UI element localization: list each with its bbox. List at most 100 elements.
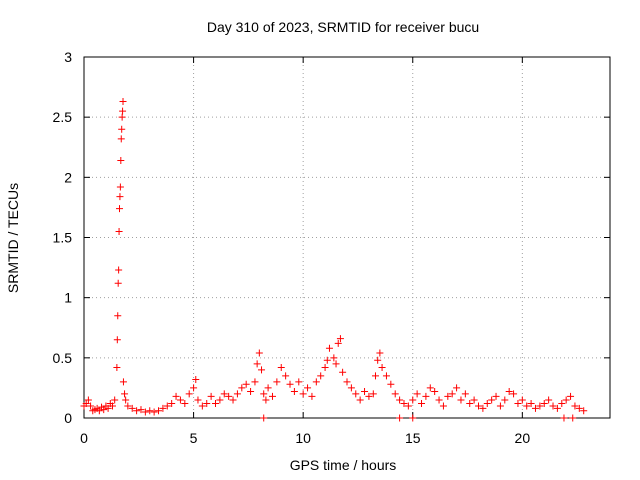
data-point (133, 407, 141, 415)
data-point (514, 400, 522, 408)
data-point (496, 402, 504, 410)
data-point (435, 396, 443, 404)
data-point (382, 372, 390, 380)
data-point (95, 407, 103, 415)
series-srmtid (80, 98, 588, 422)
data-point (431, 388, 439, 396)
data-point (418, 400, 426, 408)
data-point (560, 414, 568, 422)
data-point (470, 396, 478, 404)
data-point (146, 407, 154, 415)
data-point (84, 396, 92, 404)
data-point (247, 388, 255, 396)
data-point (128, 404, 136, 412)
data-point (457, 396, 465, 404)
data-point (404, 402, 412, 410)
data-point (409, 396, 417, 404)
x-tick-label: 0 (80, 430, 88, 446)
data-point (282, 372, 290, 380)
data-point (558, 400, 566, 408)
data-point (527, 400, 535, 408)
data-point (113, 363, 121, 371)
data-point (194, 396, 202, 404)
data-point (505, 388, 513, 396)
data-point (116, 183, 124, 191)
data-point (87, 402, 95, 410)
data-point (444, 392, 452, 400)
data-point (229, 396, 237, 404)
data-point (396, 396, 404, 404)
data-point (347, 384, 355, 392)
data-point (400, 400, 408, 408)
data-point (212, 400, 219, 408)
x-tick-label: 5 (190, 430, 198, 446)
data-point (268, 392, 276, 400)
data-point (492, 392, 500, 400)
data-point (475, 402, 482, 410)
data-point (150, 408, 158, 416)
data-point (260, 414, 268, 422)
data-point (238, 384, 246, 392)
data-point (121, 390, 129, 398)
data-point (225, 392, 233, 400)
data-point (104, 404, 112, 412)
data-point (330, 354, 338, 362)
data-point (518, 396, 526, 404)
x-tick-label: 15 (405, 430, 421, 446)
data-point (198, 402, 206, 410)
data-point (273, 378, 281, 386)
data-point (387, 380, 395, 388)
data-point (159, 404, 167, 412)
data-point (113, 336, 121, 344)
data-point (290, 388, 298, 396)
data-point (571, 402, 579, 410)
data-point (286, 380, 294, 388)
data-point (155, 407, 163, 415)
data-point (251, 378, 259, 386)
data-point (378, 363, 386, 371)
data-point (118, 113, 126, 121)
data-point (137, 406, 145, 414)
grid-layer (84, 57, 610, 418)
y-tick-label: 3 (64, 49, 72, 65)
data-point (192, 375, 200, 383)
data-point (122, 396, 130, 404)
data-point (466, 400, 474, 408)
x-axis-label: GPS time / hours (290, 457, 397, 473)
data-point (448, 390, 456, 398)
data-point (356, 396, 364, 404)
data-point (114, 279, 122, 287)
data-point (111, 396, 119, 404)
data-point (181, 400, 189, 408)
data-point (82, 400, 90, 408)
data-point (510, 390, 518, 398)
data-point (343, 378, 351, 386)
data-point (371, 372, 379, 380)
data-point (115, 227, 123, 235)
data-point (461, 390, 469, 398)
y-tick-label: 0 (64, 410, 72, 426)
data-point (304, 384, 312, 392)
data-point (119, 107, 127, 115)
data-point (172, 392, 180, 400)
data-point (336, 335, 344, 343)
data-point (100, 406, 108, 414)
data-point (361, 388, 369, 396)
data-point (321, 363, 329, 371)
data-point (258, 366, 266, 374)
data-point (479, 404, 487, 412)
data-point (523, 402, 531, 410)
y-tick-label: 1.5 (53, 230, 73, 246)
data-point (233, 390, 241, 398)
data-point (114, 312, 122, 320)
data-point (260, 390, 268, 398)
data-point (352, 390, 360, 398)
data-point (540, 400, 548, 408)
data-point (117, 156, 125, 164)
data-point (207, 392, 215, 400)
data-point (163, 402, 171, 410)
data-point (567, 392, 575, 400)
data-point (396, 414, 404, 422)
